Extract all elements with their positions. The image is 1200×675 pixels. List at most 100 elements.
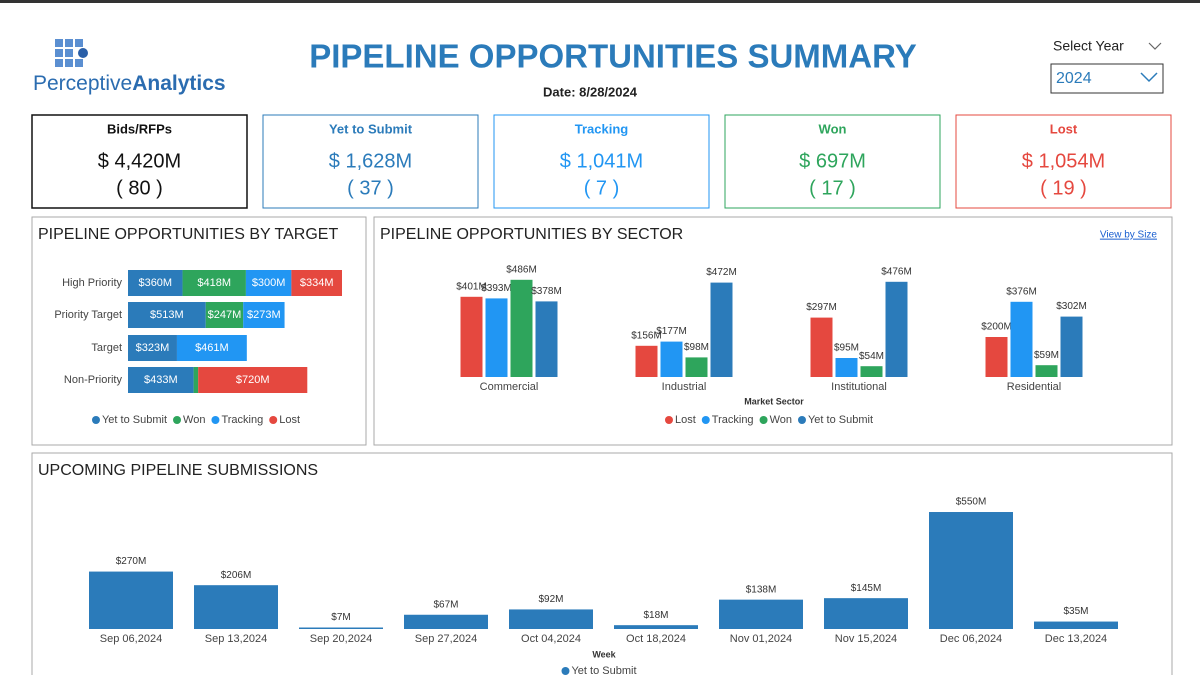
bar-segment [182, 270, 246, 296]
logo-text: PerceptiveAnalytics [33, 72, 226, 95]
data-label: $302M [1056, 301, 1087, 312]
kpi-label: Bids/RFPs [107, 121, 172, 136]
bar-segment [291, 270, 342, 296]
legend-label: Yet to Submit [102, 414, 167, 426]
x-tick-label: Oct 04,2024 [521, 633, 581, 645]
legend-label: Yet to Submit [571, 665, 636, 675]
data-label: $138M [746, 584, 777, 595]
dropdown-value[interactable]: 2024 [1056, 70, 1092, 87]
kpi-card [955, 114, 1172, 209]
x-tick-label: Nov 01,2024 [730, 633, 792, 645]
legend-marker [664, 416, 673, 424]
bar [299, 627, 383, 629]
select-label: Select Year [1053, 38, 1124, 54]
data-label: $720M [236, 374, 270, 386]
legend-label: Lost [279, 414, 300, 426]
data-label: $59M [1034, 350, 1059, 361]
data-label: $334M [300, 277, 334, 289]
data-label: $486M [506, 264, 537, 275]
data-label: $418M [197, 277, 231, 289]
x-tick-label: Sep 13,2024 [205, 633, 267, 645]
legend-marker [701, 416, 710, 424]
bar [860, 366, 883, 377]
bar [460, 296, 483, 377]
x-tick-label: Nov 15,2024 [835, 633, 897, 645]
data-label: $247M [208, 309, 242, 321]
bar-segment [245, 270, 292, 296]
data-label: $67M [433, 599, 458, 610]
legend: Lost Tracking Won Yet to Submit [664, 414, 873, 426]
legend-marker [797, 416, 806, 424]
bar [635, 345, 658, 377]
data-label: $461M [195, 342, 229, 354]
bar [985, 337, 1008, 377]
legend-marker [561, 667, 570, 675]
dropdown-box[interactable] [1050, 63, 1164, 94]
kpi-label: Won [819, 121, 847, 136]
data-label: $433M [144, 374, 178, 386]
bar-segment [205, 302, 244, 328]
data-label: $550M [956, 497, 987, 508]
data-label: $177M [656, 326, 687, 337]
bar [719, 599, 803, 629]
bar-segment [128, 270, 183, 296]
x-tick-label: Commercial [480, 381, 539, 393]
kpi-count: ( 17 ) [809, 177, 856, 199]
data-label: $378M [531, 286, 562, 297]
panel-title: UPCOMING PIPELINE SUBMISSIONS [38, 462, 318, 479]
bar [885, 281, 908, 377]
x-axis-label: Market Sector [744, 396, 804, 406]
legend-label: Won [770, 414, 792, 426]
legend: Yet to Submit [561, 665, 637, 675]
legend-label: Won [183, 414, 205, 426]
data-label: $156M [631, 330, 662, 341]
date: Date: 8/28/2024 [543, 84, 638, 99]
kpi-card [724, 114, 941, 209]
data-label: $95M [834, 343, 859, 354]
kpi-count: ( 7 ) [584, 177, 620, 199]
data-label: $472M [706, 267, 737, 278]
logo-icon [55, 39, 88, 67]
panel-title: PIPELINE OPPORTUNITIES BY TARGET [38, 226, 338, 243]
bar [810, 317, 833, 377]
y-tick-label: Target [91, 342, 122, 354]
dropdown-chevron[interactable] [1140, 72, 1158, 83]
bar-segment [198, 367, 308, 393]
data-label: $393M [481, 283, 512, 294]
logo-light: Perceptive [33, 72, 132, 95]
bar-segment [243, 302, 285, 328]
bar [710, 282, 733, 377]
data-label: $98M [684, 342, 709, 353]
x-tick-label: Sep 27,2024 [415, 633, 477, 645]
legend-label: Lost [675, 414, 696, 426]
data-label: $300M [252, 277, 286, 289]
bar [929, 512, 1013, 629]
kpi-amount: $ 1,628M [329, 150, 412, 172]
bar [89, 571, 173, 629]
x-tick-label: Industrial [662, 381, 707, 393]
bar [509, 609, 593, 629]
bar-segment [128, 302, 206, 328]
bar-segment [128, 335, 177, 361]
x-tick-label: Residential [1007, 381, 1061, 393]
y-tick-label: Priority Target [54, 309, 122, 321]
data-label: $206M [221, 570, 252, 581]
data-label: $273M [247, 309, 281, 321]
x-tick-label: Sep 06,2024 [100, 633, 162, 645]
bar [1034, 621, 1118, 629]
legend-marker [211, 416, 220, 424]
bar [1010, 301, 1033, 377]
data-label: $18M [643, 610, 668, 621]
data-label: $35M [1063, 606, 1088, 617]
data-label: $54M [859, 351, 884, 362]
x-tick-label: Institutional [831, 381, 887, 393]
data-label: $145M [851, 583, 882, 594]
view-link[interactable]: View by Size [1100, 230, 1158, 241]
legend-marker [173, 416, 182, 424]
legend-label: Tracking [221, 414, 263, 426]
x-tick-label: Dec 13,2024 [1045, 633, 1107, 645]
data-label: $200M [981, 322, 1012, 333]
year-dropdown[interactable]: 2024 [1050, 63, 1164, 94]
